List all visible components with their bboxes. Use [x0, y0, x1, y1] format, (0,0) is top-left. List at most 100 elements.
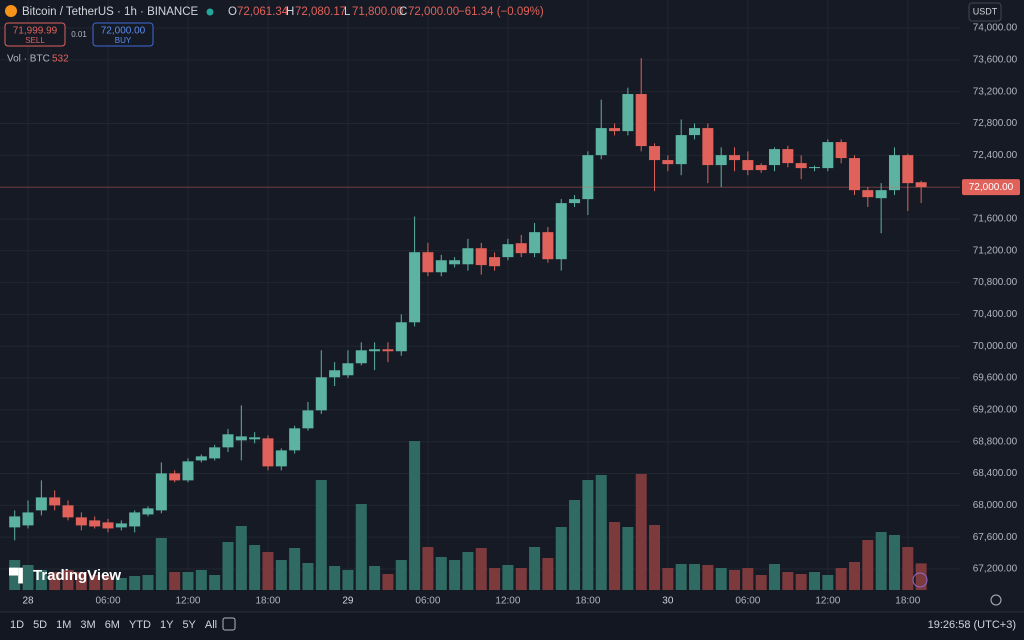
c-value: 72,000.00: [408, 6, 459, 18]
volume-bar: [115, 578, 127, 590]
clock: 19:26:58 (UTC+3): [928, 619, 1016, 631]
volume-bar: [235, 526, 247, 590]
volume-bar: [582, 480, 594, 590]
y-tick-label: 68,400.00: [973, 468, 1018, 479]
candle-body: [475, 248, 487, 266]
candle-body: [182, 461, 194, 481]
candle-body: [129, 512, 141, 527]
y-tick-label: 67,200.00: [973, 564, 1018, 575]
volume-bar: [729, 570, 741, 590]
range-button[interactable]: YTD: [129, 619, 151, 631]
volume-bar: [155, 538, 167, 590]
candle-body: [22, 512, 34, 526]
candle-body: [489, 257, 501, 267]
volume-bar: [782, 572, 794, 590]
volume-bar: [129, 576, 141, 590]
volume-bar: [355, 504, 367, 590]
volume-bar: [529, 547, 541, 590]
volume-bar: [49, 572, 61, 590]
candle-body: [715, 155, 727, 166]
volume-bar: [62, 570, 74, 590]
candle-body: [382, 349, 394, 352]
volume-bar: [595, 475, 607, 590]
volume-bar: [422, 547, 434, 590]
volume-bar: [795, 574, 807, 590]
ranges: 1D 5D 1M 3M 6M YTD 1Y 5Y All: [10, 619, 217, 631]
candle-body: [675, 135, 687, 165]
sell-price: 71,999.99: [13, 26, 58, 37]
o-value: 72,061.34: [237, 6, 289, 18]
buy-price: 72,000.00: [101, 26, 146, 37]
x-tick-label: 12:00: [815, 596, 840, 607]
date-range-icon[interactable]: [222, 617, 236, 631]
buy-button[interactable]: [92, 22, 154, 47]
candle-body: [35, 497, 47, 511]
c-key: C: [399, 6, 407, 18]
candle-body: [395, 322, 407, 352]
plot: [9, 58, 927, 590]
volume-bar: [902, 547, 914, 590]
candle-body: [569, 199, 581, 204]
volume-bar: [569, 500, 581, 590]
candle-body: [662, 160, 674, 165]
candle-body: [689, 128, 701, 136]
candle-body: [515, 243, 527, 254]
candle-body: [409, 252, 421, 323]
volume-bar: [195, 570, 207, 590]
volume-bar: [22, 565, 34, 590]
candle-body: [755, 165, 767, 171]
candle-body: [195, 456, 207, 461]
candle-body: [542, 232, 554, 260]
currency: USDT: [973, 6, 998, 16]
candle-body: [262, 438, 274, 467]
volume-bar: [675, 564, 687, 590]
range-button[interactable]: 5D: [33, 619, 47, 631]
y-tick-label: 74,000.00: [973, 23, 1018, 34]
volume-bar: [182, 572, 194, 590]
candle-body: [449, 260, 461, 265]
volume-bar: [555, 527, 567, 590]
volume-bar: [142, 575, 154, 590]
candle-body: [275, 450, 287, 467]
candle-body: [355, 350, 367, 364]
range-button[interactable]: 1Y: [160, 619, 174, 631]
y-tick-label: 72,800.00: [973, 118, 1018, 129]
sell-button[interactable]: [4, 22, 66, 47]
candle-body: [742, 160, 754, 171]
candle-body: [209, 447, 221, 459]
volume-bar: [342, 570, 354, 590]
l-value: 71,800.00: [352, 6, 403, 18]
volume-bar: [809, 572, 820, 590]
range-button[interactable]: 6M: [105, 619, 120, 631]
range-button[interactable]: 3M: [80, 619, 95, 631]
candle-body: [369, 349, 381, 352]
range-button[interactable]: 1D: [10, 619, 24, 631]
range-button[interactable]: 5Y: [182, 619, 196, 631]
x-tick-label: 30: [662, 596, 674, 607]
candle-body: [649, 146, 661, 161]
range-button[interactable]: 1M: [56, 619, 71, 631]
l-key: L: [344, 6, 351, 18]
h-key: H: [286, 6, 294, 18]
currency-box[interactable]: [968, 2, 1002, 22]
volume-bar: [9, 560, 21, 590]
range-button[interactable]: All: [205, 619, 217, 631]
y-tick-label: 71,200.00: [973, 245, 1018, 256]
volume-bar: [542, 558, 554, 590]
volume-bar: [89, 575, 101, 590]
candle-body: [315, 377, 327, 411]
volume-bar: [249, 545, 261, 590]
x-tick-label: 18:00: [895, 596, 920, 607]
volume-bar: [382, 574, 394, 590]
candle-body: [888, 155, 900, 191]
volume-bar: [848, 562, 860, 590]
candle-body: [902, 155, 914, 184]
volume-bar: [102, 576, 114, 590]
settings-icon[interactable]: [990, 594, 1002, 606]
candle-body: [609, 128, 621, 132]
volume-value: 532: [52, 54, 69, 65]
volume-bar: [835, 568, 847, 590]
x-tick-label: 29: [342, 596, 354, 607]
alert-icon[interactable]: [912, 572, 928, 588]
